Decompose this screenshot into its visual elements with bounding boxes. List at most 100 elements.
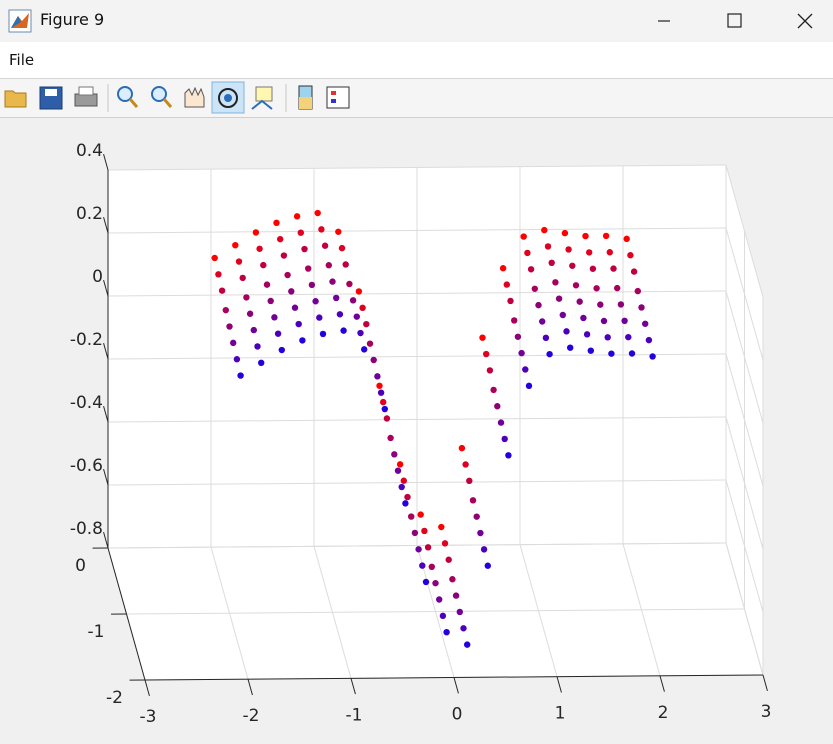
data-point [404,493,411,501]
data-point [507,297,514,305]
data-point [649,353,656,360]
data-point [267,297,274,305]
menu-item[interactable]: File [9,51,35,69]
z-tick-mark [103,154,109,171]
x-tick-mark [350,678,356,695]
data-point [604,334,611,341]
data-point [525,382,533,390]
data-point [511,317,518,324]
y-tick-label: -1 [88,622,105,642]
zoom-out-icon[interactable] [151,86,167,102]
data-point [394,467,402,474]
legend-icon[interactable] [326,86,350,109]
legend-icon-swatch [331,99,336,103]
data-point [235,258,243,265]
data-point [630,268,638,275]
data-point [359,304,366,311]
grid-line [725,416,764,550]
data-point [634,287,641,295]
data-point [497,419,505,426]
app-icon-logo-side [11,16,21,28]
data-point [432,579,439,587]
close-button[interactable] [797,13,813,29]
data-point [494,403,501,410]
data-point [260,261,267,269]
grid-line [725,353,764,487]
x-tick-mark [762,674,768,691]
z-tick-mark [103,343,109,360]
data-point [541,226,548,234]
maximize-button[interactable] [727,13,742,28]
data-point [252,229,260,236]
data-point [587,347,594,354]
x-tick-label: -1 [346,705,363,725]
data-point [483,350,490,358]
grid-line [725,290,764,424]
data-point [274,330,282,337]
data-point [277,235,284,243]
data-point [342,261,349,268]
data-point [301,245,308,253]
data-point [428,563,435,570]
data-point [288,288,295,295]
data-point [561,229,569,237]
print-icon[interactable] [74,93,98,107]
data-point [363,320,370,328]
y-tick-label: 0 [75,556,86,576]
open-icon[interactable] [4,90,27,108]
data-point [319,330,327,338]
zoom-in-icon[interactable] [117,86,133,102]
data-point [370,356,377,364]
z-tick-label: -0.8 [70,519,103,539]
data-point [376,382,383,389]
data-point [597,301,604,308]
datatip-icon-line [251,99,273,110]
grid-line [725,479,764,613]
data-point [501,435,508,443]
grid-line [107,416,727,423]
grid-line [126,608,745,615]
data-point [422,578,430,586]
data-point [593,285,600,292]
x-tick-label: 2 [658,703,669,723]
data-point [473,513,480,520]
data-point [338,244,346,252]
colorbar-icon-lower [299,97,312,109]
data-point [299,337,306,344]
data-point [374,373,381,380]
data-point [520,233,527,240]
data-point [222,306,229,314]
toolbar-icons [4,81,350,114]
data-point [610,265,617,272]
z-tick-label: -0.6 [70,456,103,476]
data-point [522,366,529,373]
data-point [366,340,374,347]
x-tick-mark [144,679,150,696]
data-point [246,310,254,317]
data-point [377,389,385,396]
data-point [335,228,342,235]
y-tick-label: -2 [106,688,123,708]
zoom-in-handle [128,98,139,108]
data-point [421,527,428,535]
z-tick-mark [103,217,109,234]
data-point [305,265,312,272]
datatip-icon[interactable] [255,86,273,102]
data-point [546,350,553,358]
data-point [569,262,576,269]
x-tick-mark [659,675,665,692]
data-point [254,343,261,350]
data-point [415,546,422,553]
data-point [278,346,285,354]
rotate-icon-center [224,94,232,102]
data-point [353,313,360,320]
data-point [256,245,263,252]
data-point [484,562,491,569]
data-point [539,318,546,325]
pan-icon[interactable] [184,86,205,108]
data-point [321,242,329,249]
zoom-out-handle [162,98,173,108]
data-point [391,451,398,458]
data-point [237,372,244,379]
